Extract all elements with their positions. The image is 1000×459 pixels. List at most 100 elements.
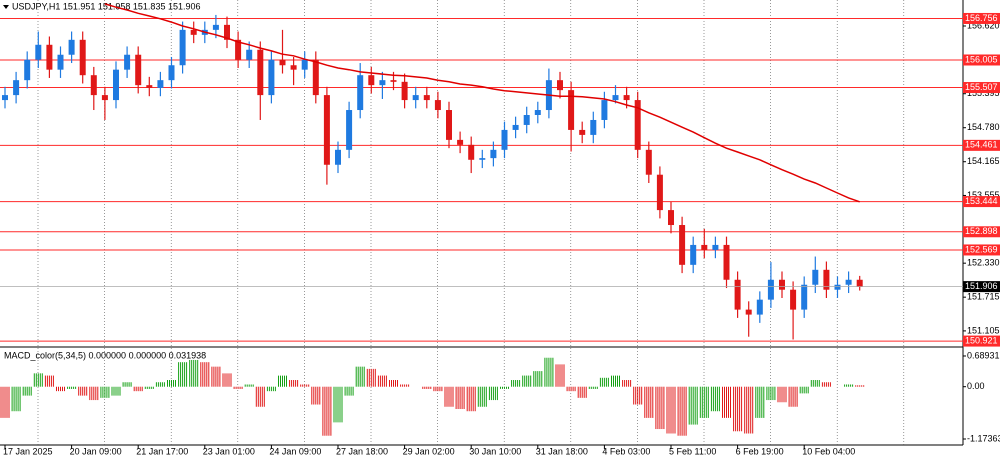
candle-body: [268, 59, 275, 96]
candle-body: [212, 24, 219, 30]
x-tick-label: 5 Feb 11:00: [669, 446, 716, 456]
candle-body: [490, 149, 497, 159]
candle-body: [557, 80, 563, 91]
level-label-box: [963, 54, 1000, 66]
candle-body: [856, 279, 863, 287]
candle-body: [312, 59, 319, 96]
candle-body: [235, 39, 242, 60]
candle-body: [823, 269, 830, 290]
macd-title: MACD_color(5,34,5) 0.000000 0.000000 0.0…: [4, 350, 206, 360]
candle-body: [190, 29, 197, 35]
level-label: 152.569: [965, 244, 998, 254]
level-label-box: [963, 335, 1000, 347]
y-tick-label: -1.173637: [967, 433, 1000, 443]
candle-body: [423, 95, 430, 101]
candle-body: [579, 129, 586, 135]
candle-body: [601, 100, 608, 120]
candle-body: [135, 54, 142, 86]
candle-body: [590, 119, 597, 135]
x-tick-label: 23 Jan 01:00: [203, 446, 255, 456]
x-tick-label: 30 Jan 10:00: [469, 446, 521, 456]
candle-body: [834, 284, 841, 290]
candle-body: [157, 80, 164, 88]
last-price-label: 151.906: [965, 281, 998, 291]
candle-body: [745, 309, 752, 315]
candle-body: [656, 174, 663, 211]
candle-body: [35, 44, 42, 60]
y-tick-label: 153.555: [967, 190, 1000, 200]
y-tick-label: 0.00: [967, 381, 985, 391]
candle-body: [146, 85, 153, 88]
candle-body: [723, 244, 730, 280]
candle-body: [90, 75, 97, 96]
level-label: 156.005: [965, 54, 998, 64]
candle-body: [568, 90, 575, 130]
candle-body: [368, 75, 375, 86]
candle-body: [779, 279, 785, 290]
candle-body: [101, 95, 108, 101]
candle-body: [612, 95, 619, 101]
level-label-box: [963, 244, 1000, 256]
candle-body: [501, 129, 508, 150]
candle-body: [179, 29, 186, 66]
y-tick-label: 156.620: [967, 20, 1000, 30]
candle-body: [13, 80, 20, 96]
level-label: 150.921: [965, 335, 998, 345]
candle-body: [246, 49, 253, 60]
x-tick-label: 31 Jan 18:00: [536, 446, 588, 456]
x-tick-label: 27 Jan 18:00: [336, 446, 388, 456]
candle-body: [290, 65, 297, 70]
candle-body: [323, 95, 330, 165]
candle-body: [357, 75, 364, 111]
candle-body: [845, 279, 852, 285]
candle-body: [335, 149, 341, 165]
candle-body: [512, 124, 519, 130]
chart-title: USDJPY,H1 151.951 151.958 151.835 151.90…: [12, 1, 201, 11]
y-tick-label: 154.780: [967, 122, 1000, 132]
y-tick-label: 151.715: [967, 292, 1000, 302]
candle-body: [712, 244, 719, 250]
candle-body: [24, 59, 31, 81]
candle-body: [124, 54, 131, 70]
menu-arrow[interactable]: [3, 5, 9, 9]
candle-body: [2, 95, 8, 101]
candle-body: [645, 149, 652, 175]
candle-body: [68, 39, 75, 55]
candle-body: [446, 110, 452, 140]
level-label: 154.461: [965, 140, 998, 150]
candle-body: [523, 115, 530, 125]
candle-body: [623, 95, 630, 101]
x-tick-label: 29 Jan 02:00: [403, 446, 455, 456]
candle-body: [168, 65, 175, 81]
level-label-box: [963, 226, 1000, 238]
candle-body: [690, 244, 697, 265]
candle-body: [346, 110, 353, 150]
candle-body: [412, 95, 419, 101]
candle-body: [790, 289, 797, 310]
y-tick-label: 0.689317: [967, 350, 1000, 360]
candle-body: [57, 54, 64, 70]
candle-body: [46, 44, 53, 70]
candle-body: [301, 59, 308, 70]
candle-body: [457, 139, 464, 145]
candle-body: [479, 158, 486, 160]
candle-body: [756, 299, 763, 315]
x-tick-label: 20 Jan 09:00: [70, 446, 122, 456]
candle-body: [734, 279, 741, 310]
candle-body: [801, 284, 808, 310]
x-tick-label: 4 Feb 03:00: [602, 446, 650, 456]
y-tick-label: 154.165: [967, 156, 1000, 166]
candle-body: [767, 279, 774, 300]
level-label: 153.444: [965, 196, 998, 206]
candle-body: [634, 100, 641, 150]
candle-body: [812, 269, 819, 285]
moving-average: [104, 3, 860, 203]
level-label: 156.756: [965, 13, 998, 23]
candle-body: [390, 80, 397, 82]
candle-body: [279, 59, 286, 66]
x-tick-label: 17 Jan 2025: [3, 446, 53, 456]
candle-body: [401, 81, 408, 101]
candle-body: [113, 69, 119, 101]
